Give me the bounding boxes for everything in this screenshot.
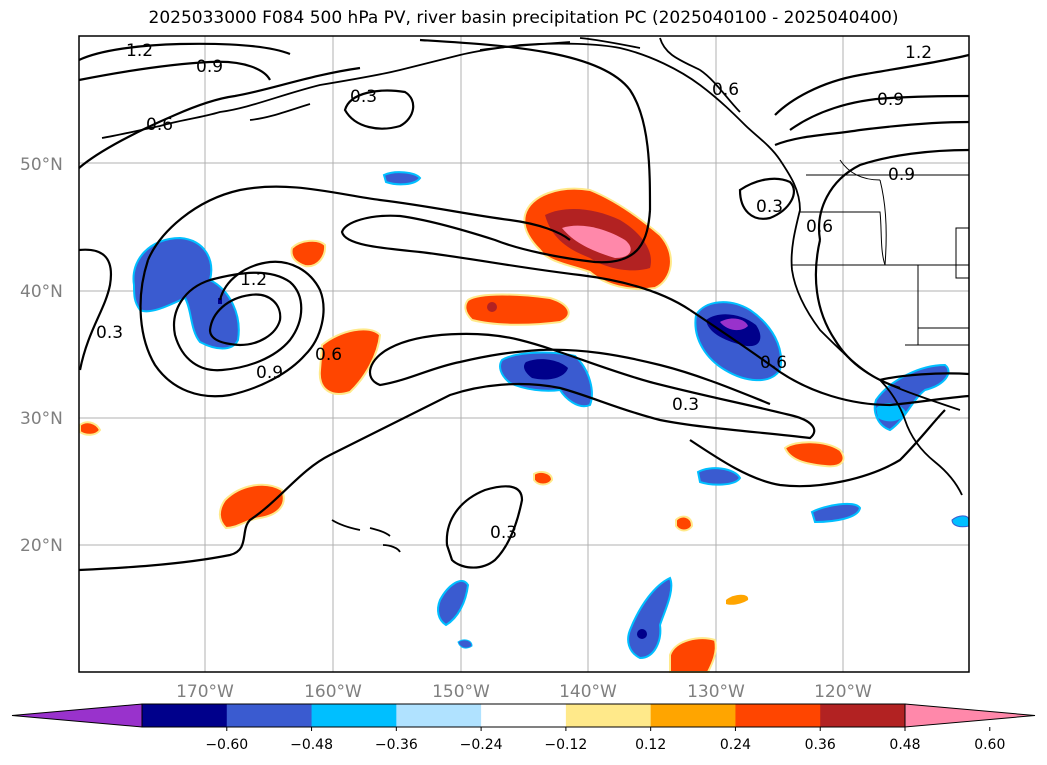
colorbar-segment [650,704,736,727]
lon-tick-labels: 170°W 160°W 150°W 140°W 130°W 120°W [176,682,872,702]
contour-label: 0.3 [672,395,699,415]
lon-tick-label: 130°W [687,682,745,702]
contour-label: 1.2 [905,43,932,63]
lon-tick-label: 170°W [176,682,234,702]
colorbar-frame [141,703,906,728]
colorbar-tick-label: −0.60 [205,737,248,753]
lon-tick-label: 160°W [304,682,362,702]
colorbar-extend-low [11,703,143,728]
lat-tick-label: 50°N [20,155,63,175]
contour-label: 0.9 [196,57,223,77]
colorbar-segment [735,704,821,727]
colorbar-segment [820,704,906,727]
colorbar-segment [481,704,567,727]
contour-label: 0.3 [350,87,377,107]
colorbar-segment [142,704,228,727]
map-frame [78,35,970,673]
contour-label: 0.6 [146,115,173,135]
contour-label: 0.6 [760,353,787,373]
colorbar-tick-label: −0.24 [460,737,503,753]
map-title: 2025033000 F084 500 hPa PV, river basin … [148,8,899,28]
colorbar-tick-label: 0.48 [889,737,920,753]
graticule [79,36,969,672]
colorbar-segment [565,704,652,727]
contour-labels: 1.2 0.9 0.3 0.6 0.6 1.2 0.9 0.9 0.6 0.3 … [96,41,932,543]
colorbar-tick-label: −0.36 [375,737,418,753]
contour-label: 1.2 [240,270,267,290]
lon-tick-label: 120°W [814,682,872,702]
contour-label: 0.9 [877,90,904,110]
contour-label: 0.9 [888,165,915,185]
contour-label: 1.2 [126,41,153,61]
political-borders [792,159,970,346]
lat-tick-label: 20°N [20,536,63,556]
contour-label: 0.9 [256,363,283,383]
colorbar-tick-label: 0.12 [635,737,666,753]
colorbar-segment [311,704,397,727]
contour-label: 0.3 [96,323,123,343]
contour-label: 0.3 [490,523,517,543]
colorbar-tick-label: −0.48 [290,737,333,753]
colorbar-segment [226,704,313,727]
lat-tick-label: 40°N [20,282,63,302]
colorbar: −0.60 −0.48 −0.36 −0.24 −0.12 0.12 0.24 0.36 0.4… [11,703,1036,753]
positive-precip-areas [79,187,845,673]
lat-tick-labels: 50°N 40°N 30°N 20°N [20,155,63,556]
colorbar-tick-label: 0.24 [720,737,751,753]
contour-label: 0.3 [756,197,783,217]
contour-label: 0.6 [712,80,739,100]
colorbar-tick-label: 0.60 [974,737,1005,753]
lon-tick-label: 140°W [559,682,617,702]
contour-label: 0.6 [806,217,833,237]
colorbar-segment [396,704,482,727]
coastlines [101,37,963,553]
colorbar-tick-label: −0.12 [544,737,587,753]
pv-contours [78,38,970,572]
lon-tick-label: 150°W [432,682,490,702]
colorbar-tick-label: 0.36 [805,737,836,753]
colorbar-extend-high [904,703,1036,728]
lat-tick-label: 30°N [20,409,63,429]
contour-label: 0.6 [315,345,342,365]
